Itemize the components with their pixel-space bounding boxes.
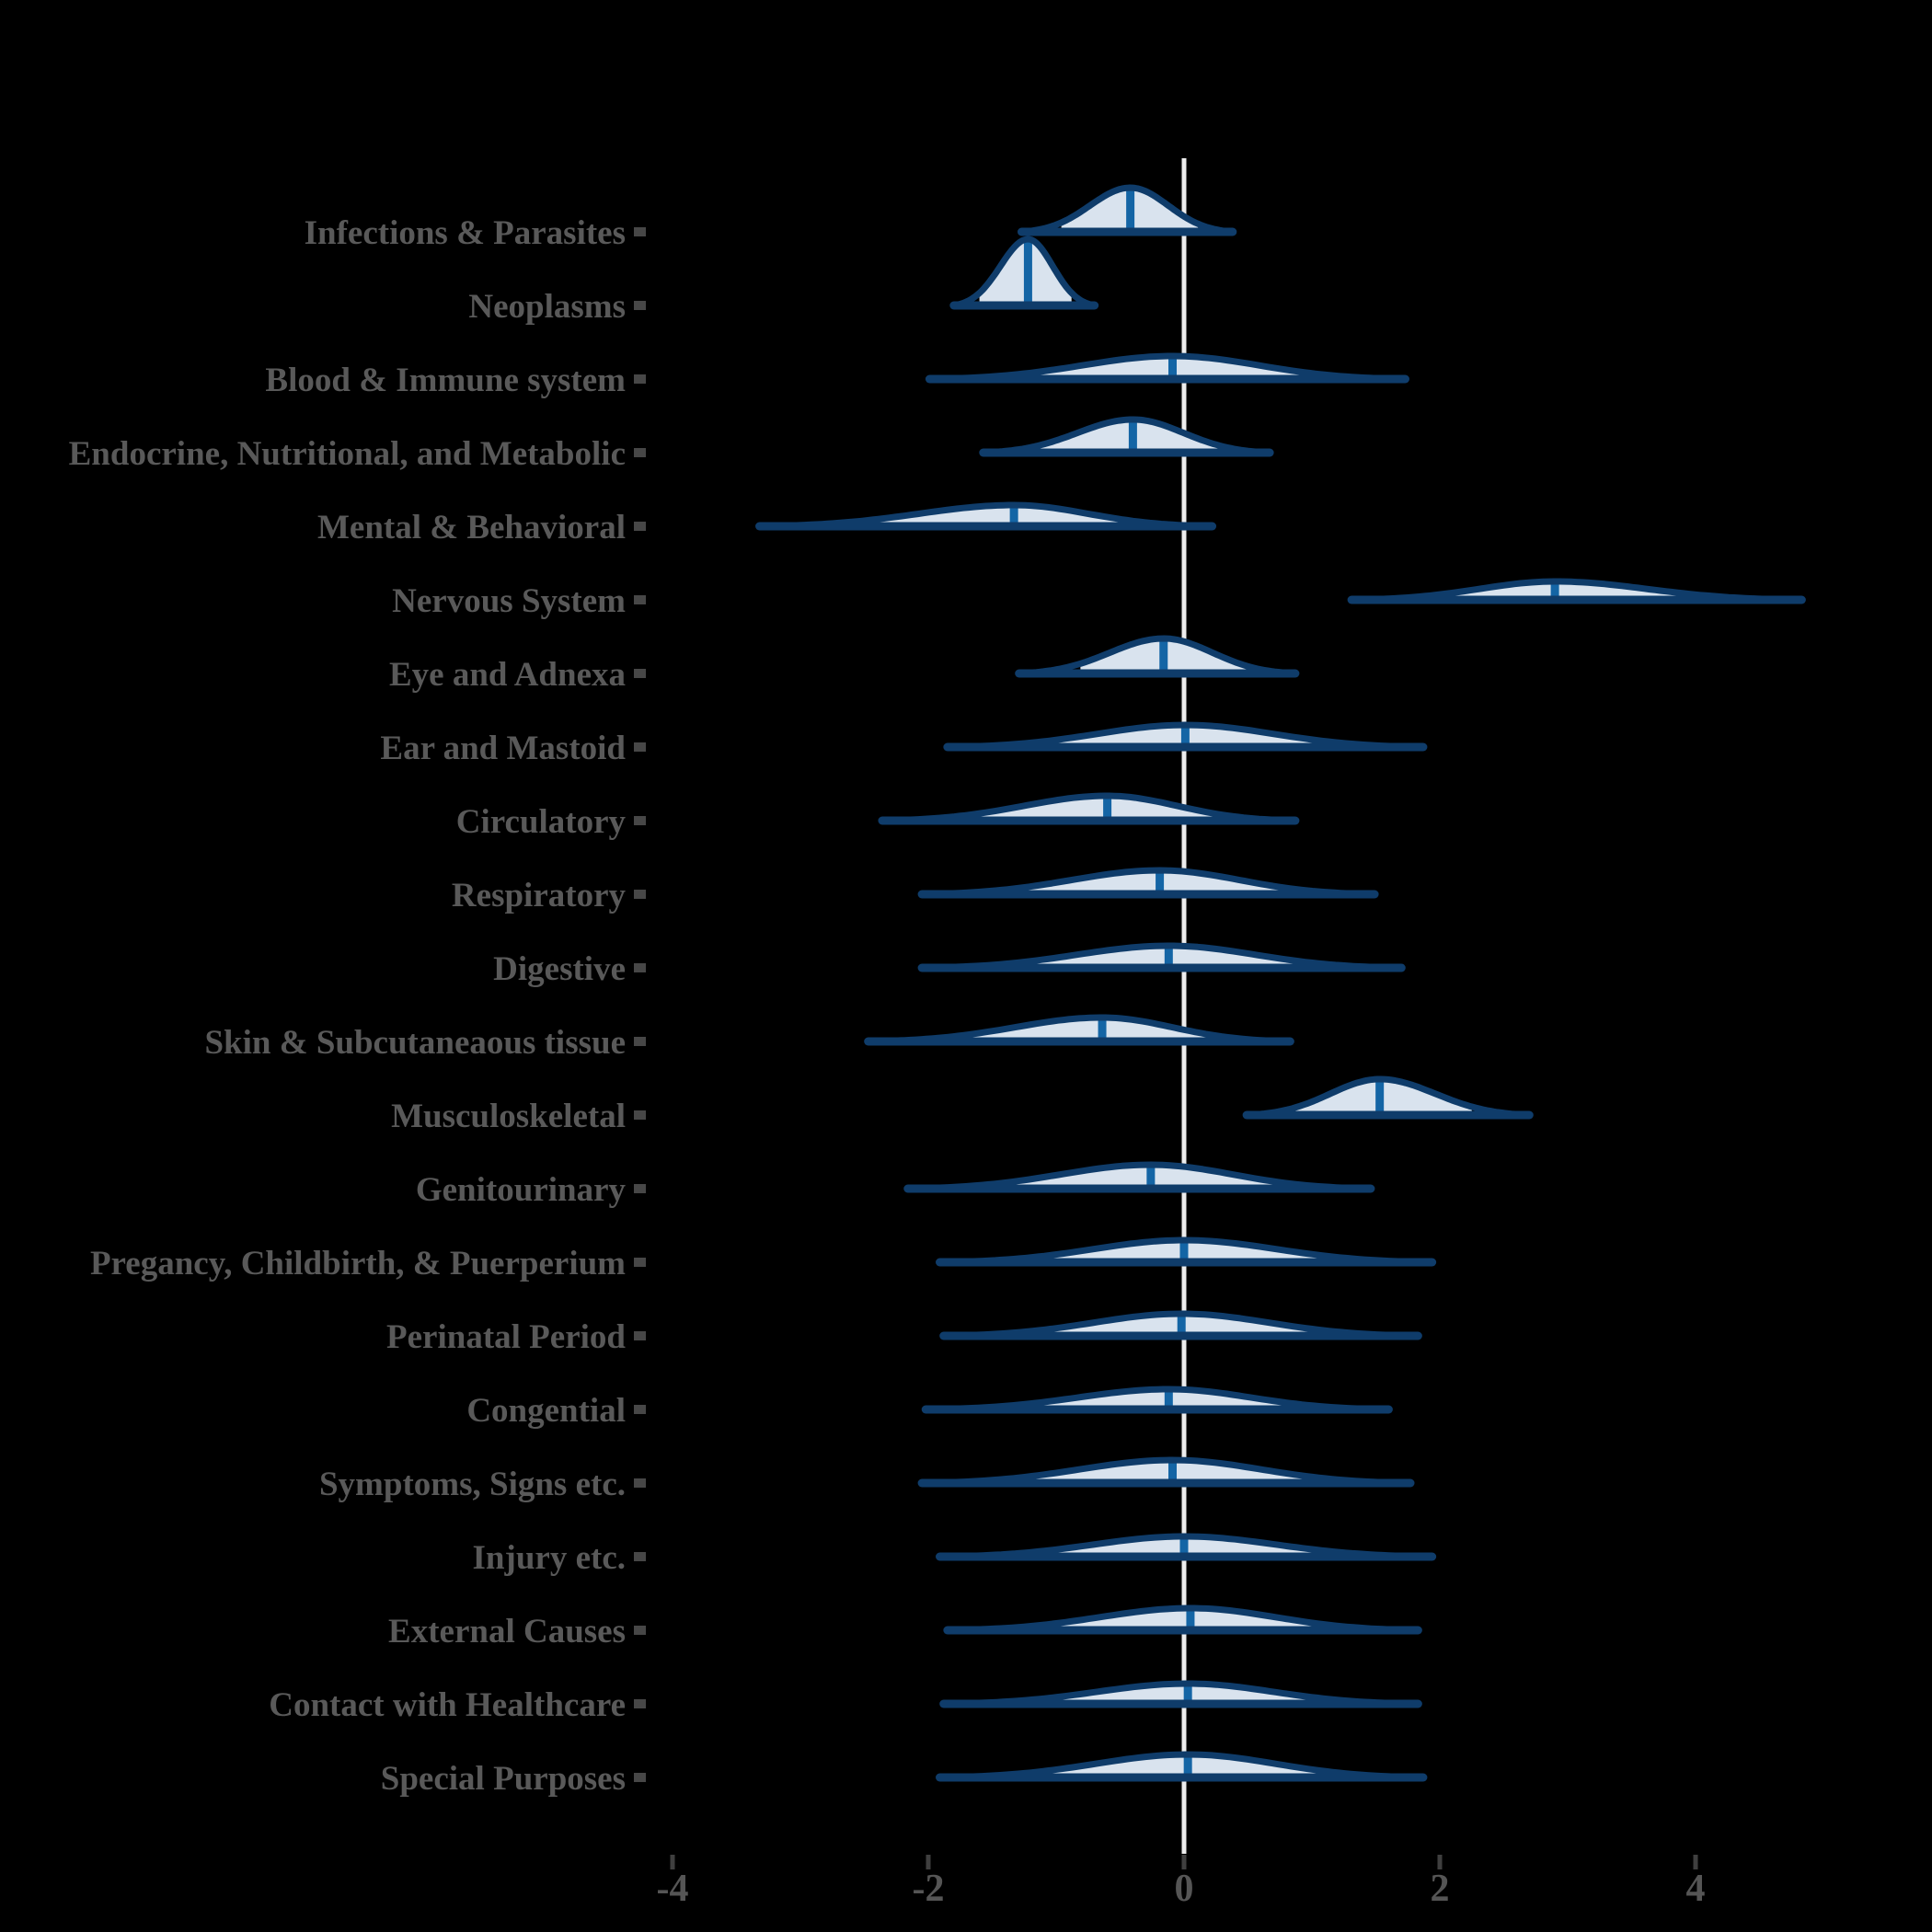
ridge-skin-subcutaneaous-tissue: [864, 1014, 1294, 1046]
ridge-endocrine-nutritional-and-metabolic: [979, 416, 1274, 457]
row-label-injury-etc: Injury etc.: [473, 1539, 626, 1577]
row-label-skin-subcutaneaous-tissue: Skin & Subcutaneaous tissue: [204, 1024, 626, 1062]
ridge-mental-behavioral: [755, 501, 1217, 531]
density-fill: [1014, 1389, 1310, 1409]
y-axis-tick-square: [634, 1478, 646, 1488]
ridge-genitourinary: [903, 1161, 1375, 1193]
ridge-infections-parasites: [1017, 184, 1237, 236]
ridge-digestive: [917, 942, 1406, 972]
row-label-nervous-system: Nervous System: [392, 582, 626, 620]
row-label-ear-and-mastoid: Ear and Mastoid: [380, 730, 626, 767]
row-label-eye-and-adnexa: Eye and Adnexa: [389, 656, 626, 694]
ridge-pregancy-childbirth-puerperium: [936, 1236, 1437, 1267]
row-label-external-causes: External Causes: [388, 1613, 626, 1650]
y-axis-tick-square: [634, 890, 646, 899]
ridge-contact-with-healthcare: [939, 1680, 1422, 1708]
row-label-genitourinary: Genitourinary: [416, 1171, 627, 1209]
row-label-perinatal-period: Perinatal Period: [386, 1318, 626, 1356]
ridge-respiratory: [917, 867, 1379, 899]
y-axis-tick-square: [634, 1037, 646, 1046]
row-label-infections-parasites: Infections & Parasites: [305, 214, 626, 252]
density-outline: [1016, 635, 1299, 677]
ridge-symptoms-signs-etc: [917, 1456, 1415, 1488]
x-axis-tick-label-2: 2: [1431, 1868, 1450, 1910]
y-axis-tick-square: [634, 742, 646, 752]
y-axis-tick-square: [634, 448, 646, 457]
ridge-external-causes: [943, 1604, 1422, 1635]
row-label-respiratory: Respiratory: [452, 877, 627, 914]
ridge-nervous-system: [1347, 578, 1806, 604]
density-outline: [980, 416, 1273, 456]
y-axis-tick-square: [634, 669, 646, 678]
y-axis-tick-square: [634, 1773, 646, 1782]
x-axis-tick-label-4: 4: [1686, 1868, 1706, 1910]
y-axis-tick-square: [634, 816, 646, 825]
y-axis-tick-square: [634, 374, 646, 384]
row-label-pregancy-childbirth-puerperium: Pregancy, Childbirth, & Puerperium: [90, 1245, 626, 1282]
density-fill: [1010, 356, 1317, 379]
row-label-mental-behavioral: Mental & Behavioral: [317, 509, 626, 546]
y-axis-tick-square: [634, 1110, 646, 1120]
ridge-special-purposes: [936, 1751, 1428, 1782]
density-outline: [1018, 184, 1236, 236]
row-label-blood-immune-system: Blood & Immune system: [265, 362, 626, 399]
density-fill: [961, 1018, 1225, 1041]
ridge-ear-and-mastoid: [943, 721, 1428, 752]
y-axis-tick-square: [634, 1405, 646, 1414]
x-axis-tick-label-neg4: -4: [657, 1868, 689, 1910]
y-axis-tick-square: [634, 1331, 646, 1340]
ridge-eye-and-adnexa: [1015, 635, 1300, 678]
density-fill: [1014, 946, 1314, 968]
row-label-neoplasms: Neoplasms: [468, 288, 626, 326]
density-fill: [1041, 1608, 1328, 1630]
ridge-perinatal-period: [939, 1310, 1422, 1340]
y-axis-tick-square: [634, 963, 646, 972]
y-axis-tick-square: [634, 1552, 646, 1561]
y-axis-tick-square: [634, 522, 646, 531]
y-axis-tick-square: [634, 1184, 646, 1193]
ridge-musculoskeletal: [1242, 1075, 1534, 1120]
y-axis-tick-square: [634, 1699, 646, 1708]
y-axis-tick-square: [634, 1258, 646, 1267]
y-axis-tick-square: [634, 227, 646, 236]
row-label-endocrine-nutritional-and-metabolic: Endocrine, Nutritional, and Metabolic: [69, 435, 626, 473]
row-label-contact-with-healthcare: Contact with Healthcare: [269, 1686, 626, 1724]
row-label-digestive: Digestive: [493, 950, 626, 988]
ridge-neoplasms: [949, 236, 1099, 310]
row-label-symptoms-signs-etc: Symptoms, Signs etc.: [319, 1466, 626, 1503]
ridge-injury-etc: [936, 1533, 1437, 1561]
density-outline: [1243, 1075, 1533, 1119]
x-axis-tick-label-neg2: -2: [913, 1868, 945, 1910]
ridge-circulatory: [878, 792, 1300, 825]
density-outline: [950, 236, 1098, 309]
density-fill: [961, 796, 1235, 821]
row-label-circulatory: Circulatory: [456, 803, 627, 841]
density-fill: [1031, 420, 1222, 453]
x-axis-tick-label-0: 0: [1175, 1868, 1194, 1910]
density-fill: [1419, 581, 1714, 600]
y-axis-tick-square: [634, 301, 646, 310]
y-axis-tick-square: [634, 595, 646, 604]
row-label-congential: Congential: [466, 1392, 626, 1430]
row-label-musculoskeletal: Musculoskeletal: [391, 1098, 626, 1135]
ridge-blood-immune-system: [925, 352, 1409, 384]
y-axis-tick-square: [634, 1626, 646, 1635]
ridge-congential: [921, 1386, 1393, 1414]
row-label-special-purposes: Special Purposes: [381, 1760, 626, 1798]
density-fill: [1008, 1460, 1317, 1483]
